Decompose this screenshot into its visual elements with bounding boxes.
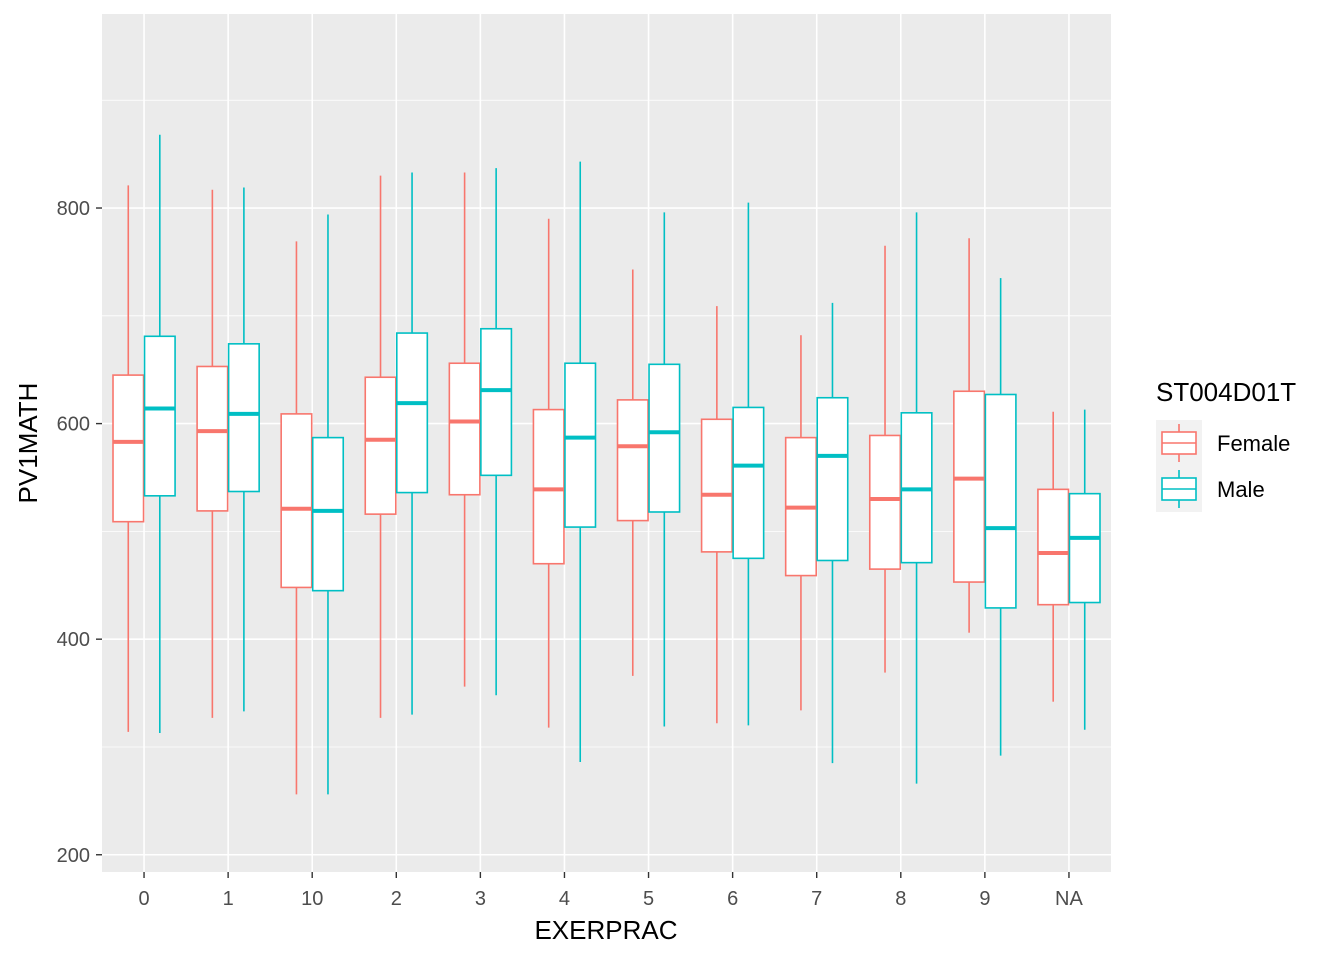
legend-label: Male: [1217, 477, 1265, 502]
legend-item-female: Female: [1156, 420, 1290, 466]
y-tick-label: 600: [57, 414, 90, 436]
y-axis-title: PV1MATH: [13, 383, 43, 504]
box-female-9: [953, 238, 986, 633]
box-female-10: [280, 241, 313, 795]
box-male-0: [143, 134, 176, 733]
box-iqr: [480, 327, 513, 477]
box-male-7: [816, 302, 849, 764]
x-tick-label: 5: [643, 888, 654, 910]
box-female-3: [448, 172, 481, 687]
box-male-10: [311, 214, 345, 795]
x-tick-label: NA: [1055, 888, 1083, 910]
legend-title: ST004D01T: [1156, 377, 1296, 407]
x-tick-label: 8: [895, 888, 906, 910]
box-female-1: [196, 189, 229, 718]
box-iqr: [1068, 492, 1101, 604]
box-iqr: [196, 365, 229, 512]
x-axis: 0 1 10 2 3 4 5 6 7 8 9 NA: [138, 872, 1084, 910]
x-tick-label: 2: [391, 888, 402, 910]
box-iqr: [616, 399, 649, 522]
box-iqr: [816, 396, 849, 562]
box-iqr: [648, 363, 681, 513]
legend-label: Female: [1217, 431, 1290, 456]
box-iqr: [984, 393, 1017, 609]
box-iqr: [868, 434, 902, 570]
y-tick-label: 400: [57, 629, 90, 651]
x-tick-label: 1: [223, 888, 234, 910]
box-female-7: [784, 335, 818, 711]
box-iqr: [311, 436, 345, 592]
x-tick-label: 3: [475, 888, 486, 910]
x-tick-label: 7: [811, 888, 822, 910]
box-iqr: [700, 418, 733, 553]
box-female-8: [868, 245, 902, 673]
boxes: [112, 134, 1101, 795]
x-tick-label: 10: [301, 888, 323, 910]
box-iqr: [364, 376, 397, 515]
box-iqr: [112, 374, 145, 523]
box-male-3: [480, 168, 513, 696]
box-female-0: [112, 185, 145, 732]
box-female-6: [700, 306, 733, 724]
y-tick-label: 200: [57, 845, 90, 867]
box-female-2: [364, 175, 397, 718]
box-iqr: [953, 390, 986, 583]
box-male-9: [984, 278, 1017, 756]
box-male-4: [564, 161, 597, 763]
box-iqr: [143, 335, 176, 497]
box-iqr: [448, 362, 481, 496]
box-male-5: [648, 212, 681, 727]
x-axis-title: EXERPRAC: [534, 915, 677, 945]
box-male-6: [732, 202, 765, 726]
x-tick-label: 0: [138, 888, 149, 910]
box-iqr: [227, 343, 260, 493]
x-tick-label: 4: [559, 888, 570, 910]
box-female-NA: [1037, 411, 1070, 702]
box-female-5: [616, 269, 649, 676]
x-tick-label: 6: [727, 888, 738, 910]
box-iqr: [1037, 488, 1070, 606]
box-male-NA: [1068, 409, 1101, 730]
box-iqr: [532, 408, 565, 565]
box-iqr: [564, 362, 597, 528]
y-tick-label: 800: [57, 198, 90, 220]
legend-item-male: Male: [1156, 466, 1265, 512]
box-male-1: [227, 187, 260, 712]
box-iqr: [395, 332, 429, 494]
y-axis: 200 400 600 800: [57, 198, 102, 867]
box-female-4: [532, 218, 565, 728]
legend: ST004D01T Female Male: [1156, 377, 1296, 512]
box-male-8: [900, 212, 933, 784]
x-tick-label: 9: [979, 888, 990, 910]
box-iqr: [280, 413, 313, 589]
box-iqr: [732, 406, 765, 560]
panel-background: [102, 14, 1111, 872]
box-male-2: [395, 172, 429, 715]
